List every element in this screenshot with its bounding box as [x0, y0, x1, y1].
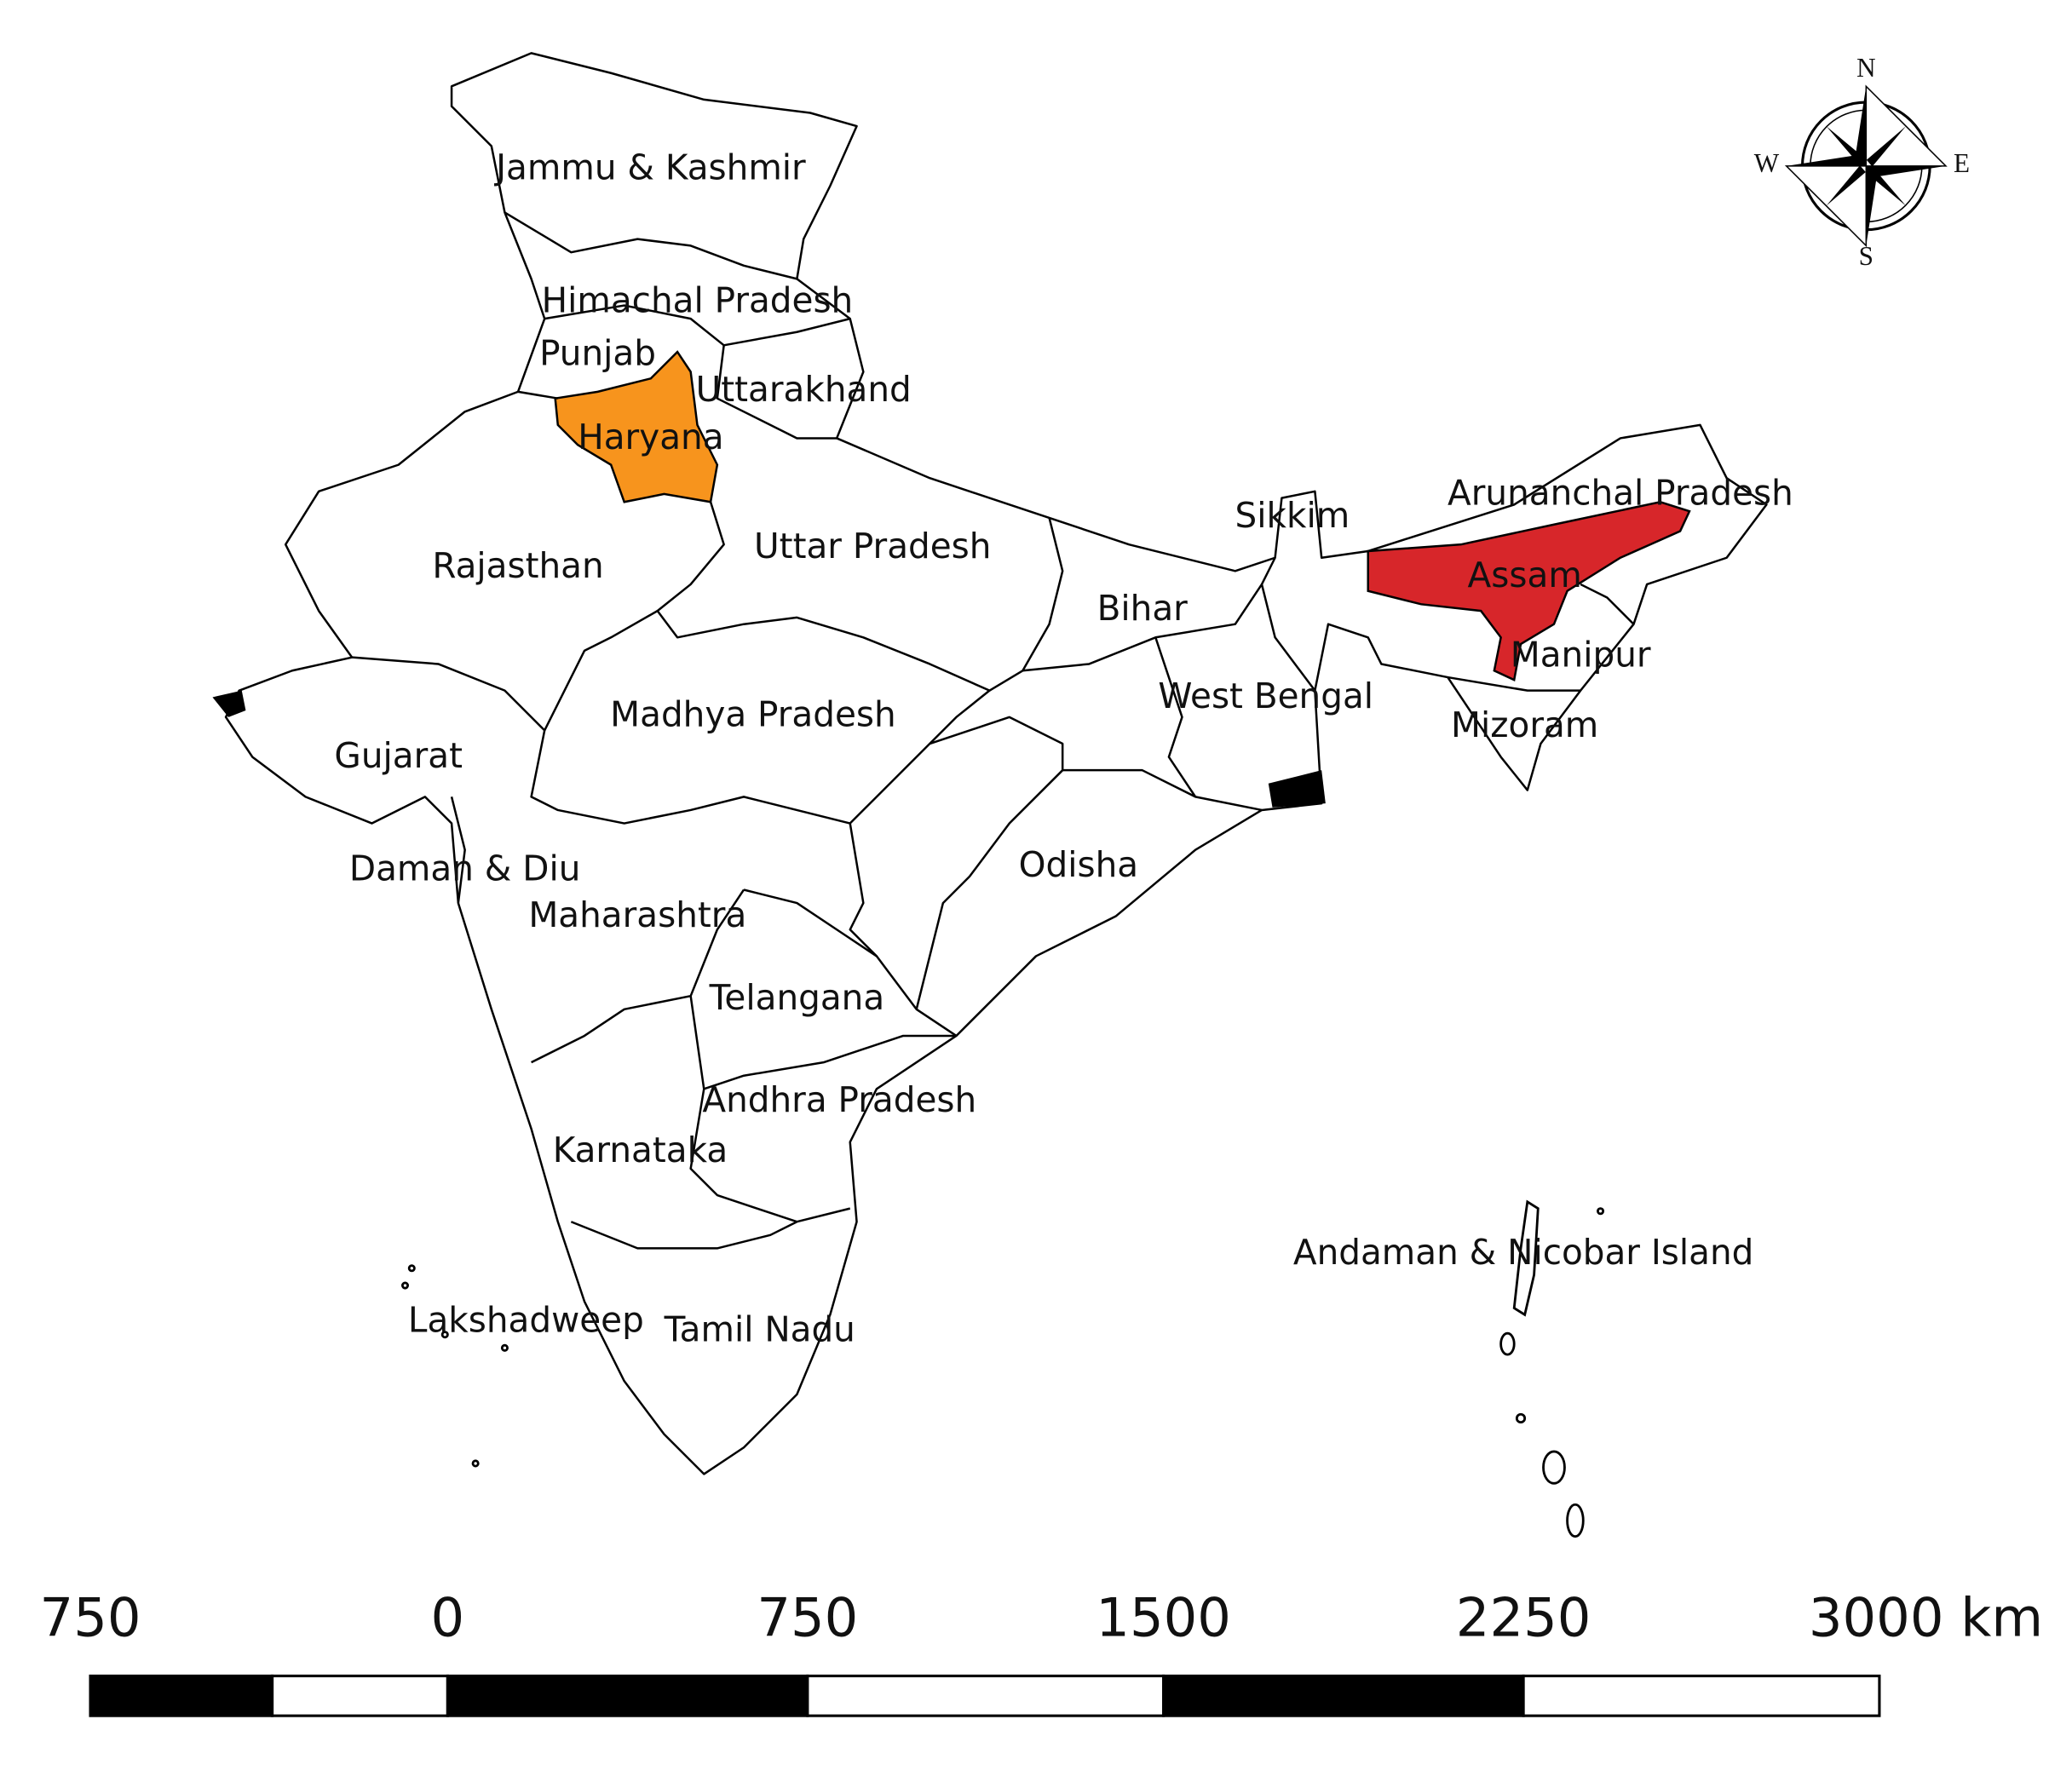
state-label: Karnataka [553, 1130, 728, 1170]
state-label: Madhya Pradesh [610, 694, 896, 735]
compass-north: N [1856, 53, 1876, 83]
state-label: Manipur [1511, 635, 1651, 676]
compass-rose: N E S W [1754, 53, 1970, 271]
state-label: Punjab [539, 333, 656, 374]
scale-label: 2250 [1456, 1587, 1591, 1649]
state-label: Odisha [1019, 844, 1138, 885]
country-outline [224, 52, 1768, 1475]
state-label: Tamil Nadu [664, 1309, 855, 1350]
haryana-region [554, 350, 719, 503]
scale-bar [89, 1674, 1881, 1717]
state-label: Assam [1468, 555, 1582, 595]
state-label: West Bengal [1158, 676, 1373, 716]
state-label: Andaman & Nicobar Island [1293, 1232, 1754, 1273]
scale-label: 1500 [1096, 1587, 1231, 1649]
state-label: Rajasthan [432, 545, 603, 586]
state-label: Arunanchal Pradesh [1448, 472, 1793, 513]
state-label: Lakshadweep [408, 1300, 644, 1341]
state-label: Telangana [709, 977, 885, 1018]
compass-east: E [1954, 148, 1970, 178]
compass-south: S [1859, 241, 1873, 271]
state-label: Uttar Pradesh [754, 526, 991, 566]
scale-label: 750 [757, 1587, 858, 1649]
state-label: Haryana [578, 417, 723, 457]
state-boundaries [352, 211, 1635, 1250]
scale-label: 0 [431, 1587, 465, 1649]
state-label: Bihar [1097, 588, 1189, 629]
state-label: Maharashtra [528, 894, 746, 935]
compass-west: W [1754, 148, 1780, 178]
state-label: Andhra Pradesh [702, 1079, 976, 1120]
state-label: Uttarakhand [696, 369, 912, 410]
state-label: Gujarat [334, 735, 463, 776]
scale-label: 750 [40, 1587, 141, 1649]
state-label: Jammu & Kashmir [493, 147, 806, 187]
state-label: Sikkim [1235, 495, 1350, 536]
state-label: Daman & Diu [349, 848, 580, 889]
state-label: Himachal Pradesh [542, 279, 854, 320]
state-label: Mizoram [1451, 704, 1598, 745]
labels: Jammu & Kashmir Himachal Pradesh Punjab Utt… [40, 147, 2044, 1648]
coast-details [212, 690, 1326, 808]
islands [400, 1199, 1605, 1538]
scale-label: 3000 km [1809, 1587, 2043, 1649]
assam-region [1367, 500, 1691, 681]
